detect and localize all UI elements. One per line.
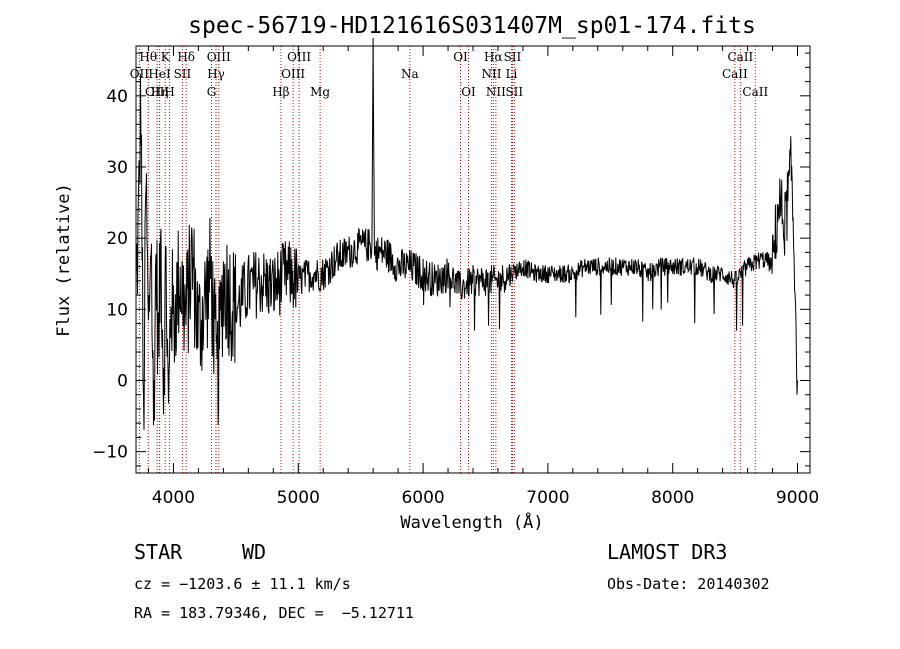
marker-label: SII	[505, 85, 523, 99]
marker-label: Hβ	[272, 85, 289, 99]
y-tick-label: 0	[117, 371, 128, 391]
marker-label: G	[207, 85, 217, 99]
marker-label: Li	[506, 67, 518, 81]
x-axis-label: Wavelength (Å)	[400, 511, 543, 533]
x-tick-label: 7000	[526, 488, 569, 508]
marker-label: HeI	[148, 67, 171, 81]
observation-date: Obs-Date: 20140302	[607, 575, 770, 593]
line-marker-labels: OIIHθOIIIHηHeIKHSIIHδGHγOIIIHβOIIIOIIIMg…	[130, 50, 769, 99]
marker-label: OII	[130, 67, 150, 81]
marker-label: Hθ	[139, 50, 157, 64]
y-tick-label: 20	[106, 229, 128, 249]
coordinates: RA = 183.79346, DEC = −5.12711	[134, 604, 414, 622]
y-tick-label: 40	[106, 87, 128, 107]
marker-label: H	[164, 85, 174, 99]
object-subclass: WD	[242, 540, 267, 564]
x-tick-label: 6000	[401, 488, 444, 508]
marker-label: SII	[174, 67, 192, 81]
marker-label: Hδ	[177, 50, 195, 64]
marker-label: SII	[504, 50, 522, 64]
spectrum-series-line	[135, 37, 798, 430]
y-axis-label: Flux (relative)	[54, 183, 74, 337]
marker-label: CaII	[722, 67, 748, 81]
y-tick-label: 30	[106, 158, 128, 178]
marker-label: K	[161, 50, 171, 64]
marker-label: OIII	[281, 67, 305, 81]
plot-frame	[135, 45, 811, 474]
y-tick-label: 10	[106, 300, 128, 320]
marker-label: Hα	[484, 50, 503, 64]
marker-label: Hη	[151, 85, 169, 99]
marker-label: OIII	[287, 50, 311, 64]
x-tick-label: 4000	[152, 488, 195, 508]
x-axis-ticks: 4000 5000 6000 7000 8000 9000	[147, 46, 819, 508]
chart-title: spec-56719-HD121616S031407M_sp01-174.fit…	[188, 13, 756, 39]
marker-label: Na	[401, 67, 419, 81]
marker-label: Mg	[310, 85, 330, 99]
x-tick-label: 8000	[651, 488, 694, 508]
marker-label: CaII	[727, 50, 753, 64]
marker-label: NII	[481, 67, 501, 81]
x-tick-label: 9000	[776, 488, 819, 508]
marker-label: OI	[461, 85, 476, 99]
marker-label: NII	[486, 85, 506, 99]
redshift-value: cz = −1203.6 ± 11.1 km/s	[134, 575, 351, 593]
marker-label: OIII	[207, 50, 231, 64]
y-axis-ticks: −10 0 10 20 30 40	[92, 52, 810, 467]
y-tick-label: −10	[92, 443, 128, 463]
marker-label: CaII	[742, 85, 768, 99]
object-class: STAR	[134, 540, 183, 564]
x-tick-label: 5000	[277, 488, 320, 508]
marker-label: Hγ	[207, 67, 225, 81]
survey-name: LAMOST DR3	[607, 540, 728, 564]
marker-label: OI	[453, 50, 468, 64]
marker-label: OIII	[145, 85, 169, 99]
